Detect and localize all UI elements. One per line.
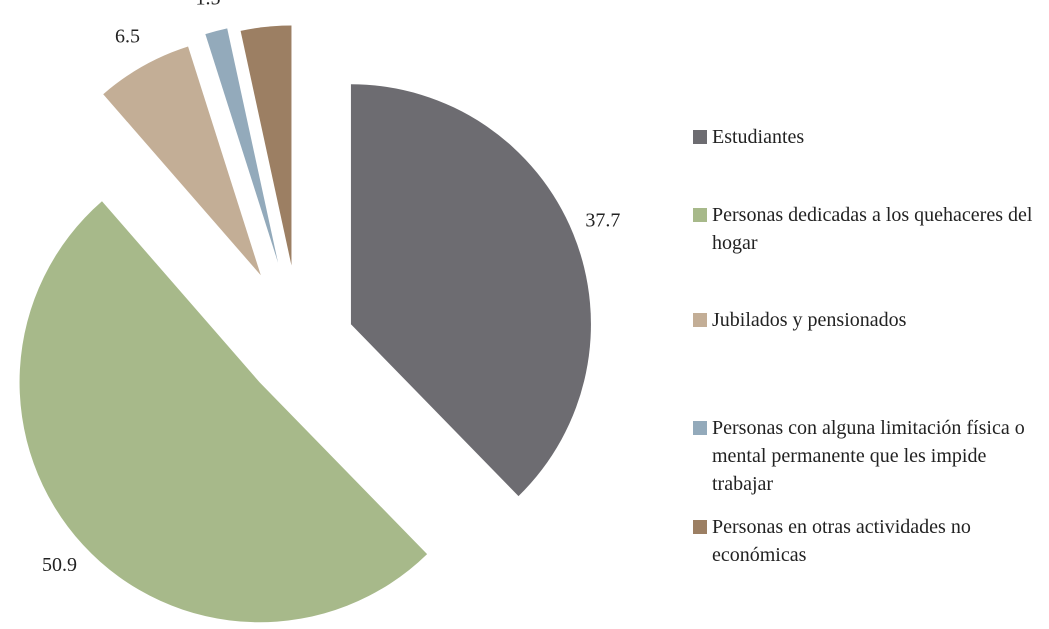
data-label: 6.5 xyxy=(115,26,140,48)
pie-slice xyxy=(19,201,428,623)
data-label: 50.9 xyxy=(42,554,77,576)
pie-slice xyxy=(205,28,279,263)
legend-swatch xyxy=(693,421,707,435)
legend-item: Estudiantes xyxy=(690,123,1045,151)
pie-slice xyxy=(103,46,261,276)
legend-item: Personas dedicadas a los quehaceres del … xyxy=(690,201,1045,257)
legend-item: Personas con alguna limitación física o … xyxy=(690,414,1045,498)
legend-swatch xyxy=(693,313,707,327)
legend-swatch xyxy=(693,520,707,534)
legend-item: Personas en otras actividades no económi… xyxy=(690,513,1045,569)
legend-item: Jubilados y pensionados xyxy=(690,306,1045,334)
legend-label: Jubilados y pensionados xyxy=(712,309,907,331)
data-label: 3.4 xyxy=(250,0,275,5)
data-label: 37.7 xyxy=(585,209,620,231)
data-label: 1.5 xyxy=(195,0,220,10)
legend-label: Personas con alguna limitación física o … xyxy=(712,417,1025,495)
legend-label: Personas dedicadas a los quehaceres del … xyxy=(712,204,1033,254)
legend-label: Estudiantes xyxy=(712,126,805,148)
legend-label: Personas en otras actividades no económi… xyxy=(712,516,971,566)
legend-swatch xyxy=(693,208,707,222)
pie-slice xyxy=(350,84,591,497)
pie-slice xyxy=(240,25,292,266)
legend-swatch xyxy=(693,130,707,144)
